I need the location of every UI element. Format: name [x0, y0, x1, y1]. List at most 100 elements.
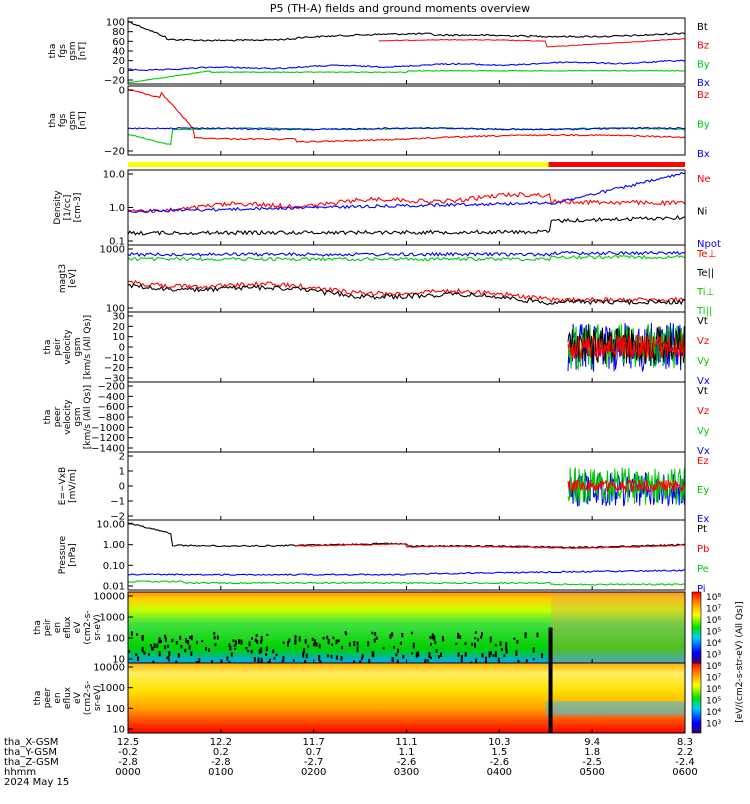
speckle: [213, 635, 216, 640]
y-tick-label: 100: [106, 304, 125, 315]
speckle: [395, 653, 398, 657]
y-axis-label: tha: [43, 410, 53, 425]
y-axis-label: (cm2-s-: [83, 681, 93, 715]
panel-density: 10.0 1.0 0.1 Density [1/cc] [cm-3] Ne Ni Npot: [53, 169, 721, 250]
y-tick-label: 80: [112, 27, 125, 38]
legend-Pb: Pb: [697, 544, 709, 555]
fgs-dsl-series-By: [127, 127, 685, 146]
y-axis-label: tha: [33, 691, 43, 706]
x-tick-value: -2.5: [582, 757, 602, 768]
speckle: [248, 641, 251, 647]
legend-Vx: Vx: [697, 446, 710, 457]
speckle: [430, 643, 432, 646]
legend-Bz: Bz: [697, 41, 709, 52]
x-tick-value: 0300: [394, 767, 419, 778]
y-tick-label: 10: [112, 725, 125, 736]
speckle: [266, 633, 269, 636]
speckle: [275, 653, 278, 657]
gap-bar: [548, 627, 553, 663]
speckle: [497, 657, 500, 662]
y-axis-label: sr-eV): [93, 614, 103, 640]
speckle: [216, 635, 219, 640]
speckle: [417, 651, 420, 657]
y-tick-label: −10: [104, 353, 125, 364]
y-axis-label: peir: [53, 338, 63, 356]
speckle: [361, 654, 364, 658]
speckle: [474, 637, 477, 640]
speckle: [233, 644, 236, 647]
speckle: [489, 651, 492, 655]
speckle: [494, 643, 497, 647]
speckle: [326, 635, 329, 640]
speckle: [315, 642, 318, 647]
speckle: [303, 648, 306, 654]
panel-fgs-dsl: 0 −20 tha fgs gsm [nT] Bz By Bx: [48, 85, 710, 160]
panel-peer-spec: 10000 1000 100 10 tha peer en eflux eV (cm2-s-sr-…: [33, 662, 686, 736]
y-axis-label: [nPa]: [68, 543, 78, 566]
colorbar-tick: 10³: [706, 651, 721, 661]
speckle: [234, 640, 237, 646]
speckle: [232, 639, 235, 643]
legend-Pt: Pt: [697, 524, 707, 535]
x-tick-value: -2.8: [118, 757, 138, 768]
speckle: [480, 635, 483, 639]
y-tick-label: −20: [104, 363, 125, 374]
x-row-label: tha_X-GSM: [4, 737, 58, 748]
y-axis-label: [nT]: [78, 111, 88, 129]
fgs-gsm-series-Bx: [128, 59, 686, 72]
temperature-series-Ti⊥: [127, 279, 686, 304]
x-tick-value: -2.8: [211, 757, 231, 768]
panel-pressure: 10.00 1.00 0.10 0.01 Pressure [nPa] Pt Pb Pe Pi: [58, 519, 709, 595]
speckle: [168, 651, 171, 656]
speckle: [141, 646, 144, 653]
y-tick-label: 10: [112, 332, 125, 343]
speckle: [455, 642, 458, 645]
speckle: [434, 641, 437, 645]
y-axis-label: eV: [73, 691, 83, 704]
speckle: [492, 654, 495, 657]
speckle: [269, 658, 271, 661]
speckle: [312, 643, 315, 647]
pressure-series-Pt: [127, 522, 686, 549]
fgs-gsm-series-Bt: [127, 21, 686, 42]
speckle: [156, 643, 159, 648]
y-tick-label: 0: [119, 482, 125, 493]
speckle: [164, 637, 167, 642]
speckle: [459, 635, 462, 639]
x-row-label: tha_Y-GSM: [4, 747, 57, 758]
speckle: [213, 631, 216, 635]
legend-Ez: Ez: [697, 456, 709, 467]
colorbar-tick: 10⁷: [706, 605, 721, 615]
speckle: [175, 660, 178, 664]
y-axis-label: [km/s (All Qs)]: [83, 315, 93, 379]
speckle: [373, 638, 376, 643]
temperature-series-Te||: [127, 254, 686, 262]
speckle: [348, 642, 351, 647]
y-tick-label: −1200: [91, 433, 125, 444]
speckle: [188, 645, 191, 650]
density-series-Npot: [127, 171, 686, 213]
y-tick-label: 40: [112, 47, 125, 58]
y-tick-label: 20: [112, 322, 125, 333]
y-axis-label: E=−VxB: [58, 467, 68, 505]
speckle: [411, 652, 414, 655]
peer-velocity-frame: [127, 381, 686, 453]
speckle: [335, 639, 338, 645]
speckle: [260, 657, 263, 664]
speckle: [190, 651, 193, 656]
speckle: [287, 641, 289, 647]
colorbar-tick: 10⁸: [706, 593, 721, 603]
speckle: [429, 636, 432, 640]
y-axis-label: tha: [48, 44, 58, 59]
y-tick-label: 0.10: [103, 561, 125, 572]
legend-Vt: Vt: [697, 316, 708, 327]
speckle: [294, 639, 297, 645]
y-tick-label: 0: [119, 343, 125, 354]
y-tick-label: 0: [119, 66, 125, 77]
speckle: [166, 644, 169, 648]
y-tick-label: 0.01: [103, 582, 125, 593]
speckle: [326, 654, 329, 658]
y-axis-label: tha: [48, 113, 58, 128]
fgs-gsm-frame: [127, 17, 686, 85]
y-axis-label: en: [53, 692, 63, 703]
